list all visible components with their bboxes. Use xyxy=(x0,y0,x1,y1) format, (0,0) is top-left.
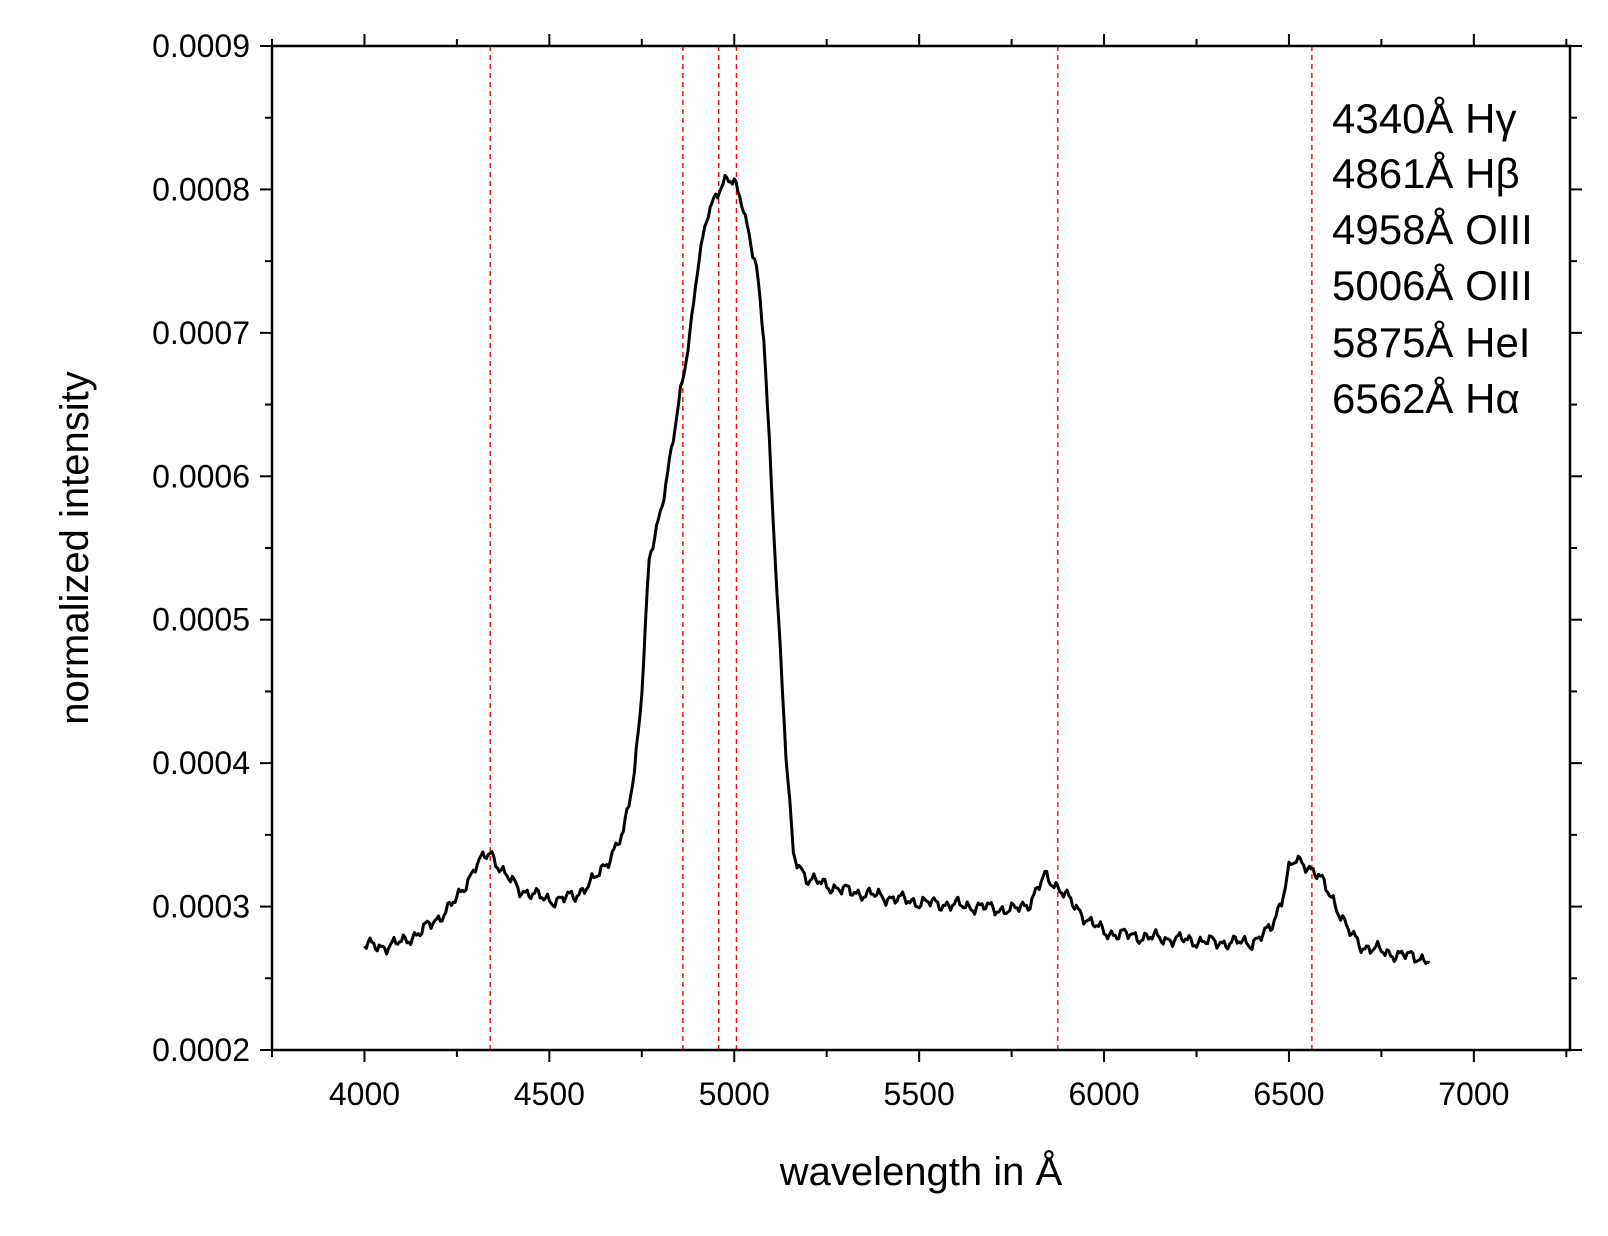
annotation-oiii-5006: 5006Å OIII xyxy=(1332,262,1533,309)
reference-lines xyxy=(489,46,1313,1050)
y-tick-label: 0.0002 xyxy=(152,1032,250,1068)
x-tick-label: 7000 xyxy=(1438,1076,1509,1112)
spectrum-line xyxy=(363,174,1431,965)
x-tick-label: 5500 xyxy=(884,1076,955,1112)
axis-ticks xyxy=(260,34,1582,1062)
x-tick-label: 4000 xyxy=(329,1076,400,1112)
x-axis-title: wavelength in Å xyxy=(779,1149,1063,1194)
y-tick-label: 0.0004 xyxy=(152,745,250,781)
y-tick-label: 0.0003 xyxy=(152,889,250,925)
y-tick-label: 0.0007 xyxy=(152,315,250,351)
x-tick-label: 6000 xyxy=(1068,1076,1139,1112)
annotation-h-beta: 4861Å Hβ xyxy=(1332,150,1520,197)
y-tick-label: 0.0008 xyxy=(152,171,250,207)
y-tick-label: 0.0005 xyxy=(152,602,250,638)
y-tick-label: 0.0009 xyxy=(152,28,250,64)
x-tick-label: 4500 xyxy=(514,1076,585,1112)
annotation-hei: 5875Å HeI xyxy=(1332,319,1530,366)
x-tick-labels: 4000 4500 5000 5500 6000 6500 7000 xyxy=(329,1076,1510,1112)
x-tick-label: 5000 xyxy=(699,1076,770,1112)
series-layer xyxy=(363,174,1431,965)
y-axis-title: normalized intensity xyxy=(53,371,97,725)
x-tick-label: 6500 xyxy=(1253,1076,1324,1112)
annotation-h-gamma: 4340Å Hγ xyxy=(1332,95,1516,142)
line-annotations: 4340Å Hγ 4861Å Hβ 4958Å OIII 5006Å OIII … xyxy=(1332,95,1533,422)
annotation-h-alpha: 6562Å Hα xyxy=(1332,375,1520,422)
y-tick-label: 0.0006 xyxy=(152,458,250,494)
y-tick-labels: 0.0002 0.0003 0.0004 0.0005 0.0006 0.0007 0.00… xyxy=(152,28,250,1068)
annotation-oiii-4958: 4958Å OIII xyxy=(1332,206,1533,253)
